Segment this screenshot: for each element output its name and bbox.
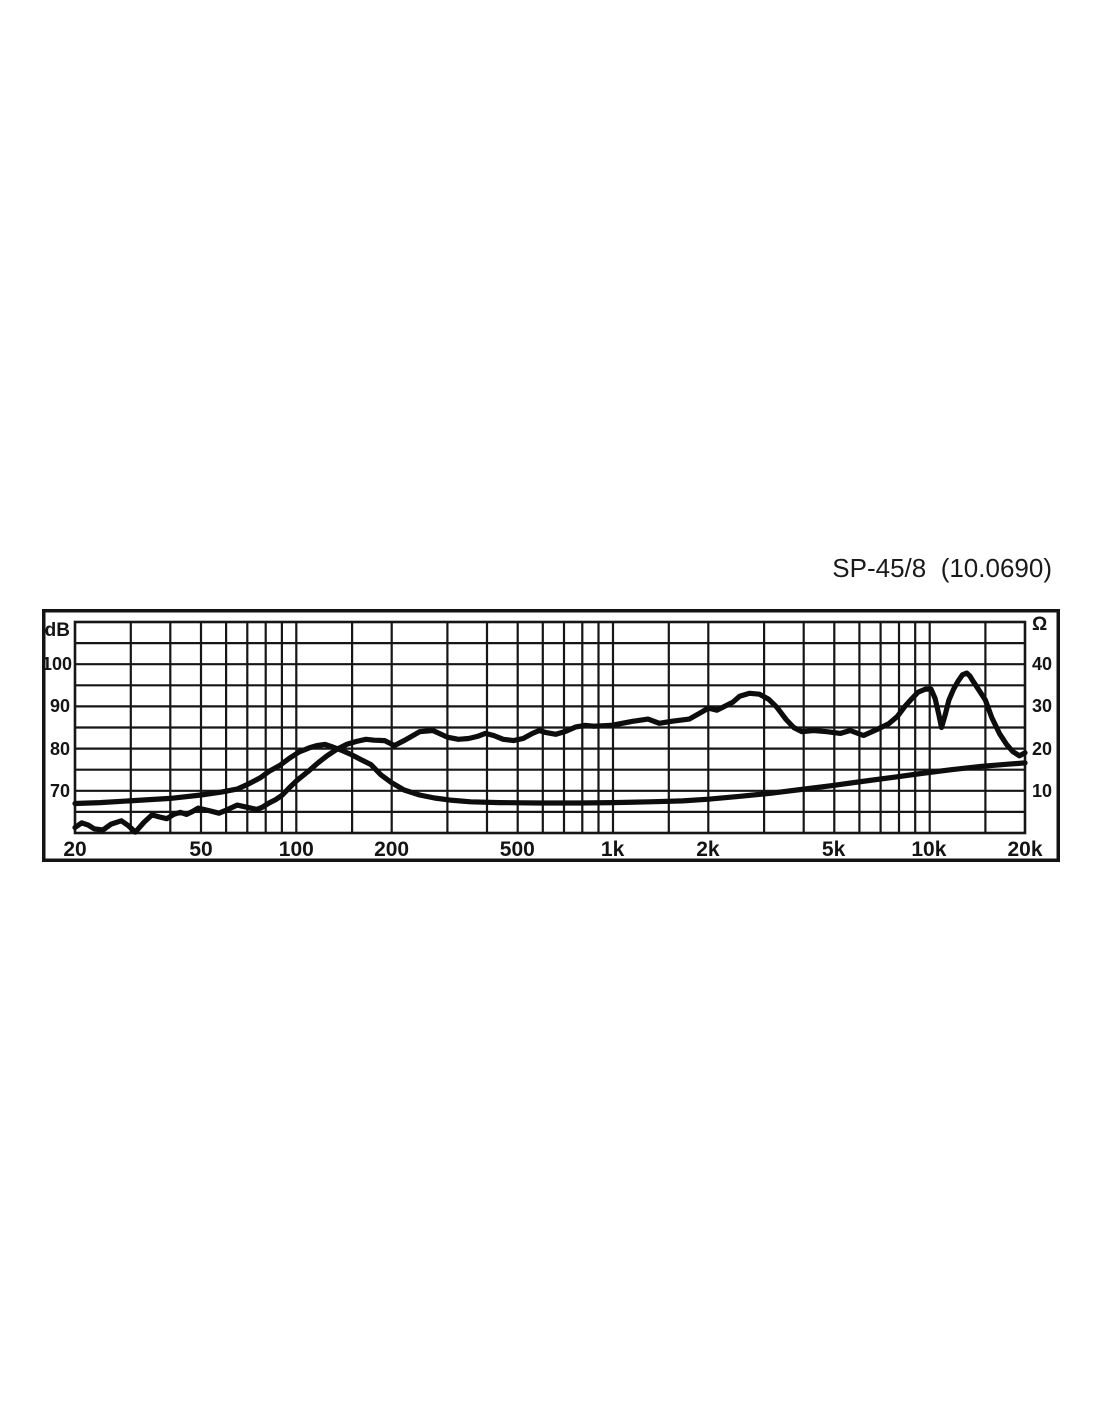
- right-axis-tick-10: 10: [1032, 781, 1053, 801]
- chart-canvas: [42, 609, 1060, 862]
- left-axis-tick-90: 90: [49, 696, 70, 716]
- left-axis-tick-100: 100: [42, 654, 73, 674]
- x-axis-tick-1k: 1k: [600, 838, 625, 861]
- right-axis-tick-20: 20: [1032, 739, 1053, 759]
- x-axis-tick-50: 50: [189, 838, 213, 861]
- grid-border: [73, 620, 1027, 835]
- x-axis-tick-200: 200: [374, 838, 410, 861]
- impedance-curve: [72, 741, 1028, 807]
- frequency-response-chart: dB 100 90 80 70 Ω 40 30 20 10 20 50 100 …: [42, 609, 1060, 862]
- left-axis-unit-label: dB: [44, 620, 70, 641]
- x-axis-tick-20: 20: [63, 838, 87, 861]
- curves: [72, 670, 1028, 835]
- x-axis-tick-20k: 20k: [1007, 838, 1043, 861]
- x-axis-tick-500: 500: [499, 838, 535, 861]
- right-axis-tick-40: 40: [1032, 654, 1053, 674]
- x-axis-tick-100: 100: [278, 838, 314, 861]
- left-axis-tick-80: 80: [49, 739, 70, 759]
- left-axis-tick-70: 70: [49, 781, 70, 801]
- chart-outer-border: [42, 609, 1060, 862]
- x-axis-tick-10k: 10k: [911, 838, 947, 861]
- right-axis-unit-label: Ω: [1032, 614, 1048, 635]
- frequency-response-spl-curve: [72, 670, 1028, 835]
- right-axis-tick-30: 30: [1032, 696, 1053, 716]
- x-axis-tick-2k: 2k: [696, 838, 720, 861]
- chart-title: SP-45/8 (10.0690): [832, 553, 1052, 583]
- x-axis-tick-5k: 5k: [821, 838, 846, 861]
